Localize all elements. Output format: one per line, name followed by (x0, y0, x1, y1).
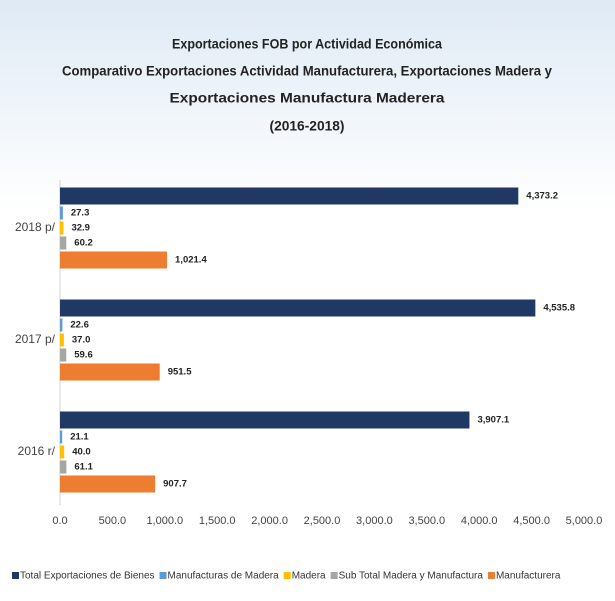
data-label: 32.9 (71, 223, 90, 234)
data-label: 4,373.2 (526, 191, 558, 202)
data-label: 27.3 (71, 208, 90, 219)
x-tick-label: 4,500.0 (513, 515, 550, 527)
y-tick-label: 2018 p/ (15, 220, 56, 234)
data-label: 21.1 (70, 432, 89, 443)
legend-swatch (487, 572, 495, 579)
x-tick-label: 0.0 (52, 515, 67, 527)
bar (60, 460, 67, 474)
chart-title: Exportaciones Manufactura Maderera (170, 90, 445, 106)
y-tick-label: 2017 p/ (15, 332, 56, 346)
legend-swatch (159, 572, 167, 579)
bar (60, 411, 470, 429)
chart-title: Comparativo Exportaciones Actividad Manu… (62, 63, 552, 79)
bar (60, 363, 160, 381)
data-label: 37.0 (72, 335, 91, 346)
legend-label: Sub Total Madera y Manufactura (339, 571, 484, 582)
data-label: 1,021.4 (175, 255, 207, 266)
bar (60, 221, 64, 235)
x-tick-label: 1,000.0 (146, 515, 183, 527)
legend-label: Manufacturas de Madera (168, 571, 280, 582)
bar (60, 318, 63, 332)
bar (60, 236, 67, 250)
y-tick-label: 2016 r/ (18, 444, 56, 458)
x-tick-label: 500.0 (99, 515, 127, 527)
x-tick-label: 3,500.0 (408, 515, 445, 527)
data-label: 951.5 (168, 367, 192, 378)
legend-label: Manufacturera (496, 571, 561, 582)
bar (60, 206, 63, 220)
bar (60, 430, 63, 444)
legend-swatch (283, 572, 291, 579)
bar (60, 475, 156, 493)
bar (60, 299, 536, 317)
data-label: 3,907.1 (477, 415, 509, 426)
data-label: 60.2 (74, 238, 93, 249)
x-tick-label: 5,000.0 (566, 515, 603, 527)
x-tick-label: 1,500.0 (199, 515, 236, 527)
bar (60, 333, 64, 347)
data-label: 907.7 (163, 479, 187, 490)
x-tick-label: 3,000.0 (356, 515, 393, 527)
x-tick-label: 2,000.0 (251, 515, 288, 527)
data-label: 22.6 (70, 320, 89, 331)
legend-label: Total Exportaciones de Bienes (20, 571, 155, 582)
data-label: 40.0 (72, 447, 91, 458)
data-label: 59.6 (74, 350, 93, 361)
bar (60, 187, 519, 205)
bar (60, 251, 168, 269)
chart-title: Exportaciones FOB por Actividad Económic… (172, 36, 442, 52)
legend-label: Madera (292, 571, 326, 582)
legend-swatch (12, 572, 19, 579)
chart-title: (2016-2018) (270, 118, 345, 134)
bar (60, 445, 65, 459)
x-tick-label: 4,000.0 (461, 515, 498, 527)
bar (60, 348, 67, 362)
x-tick-label: 2,500.0 (304, 515, 341, 527)
data-label: 61.1 (74, 462, 93, 473)
legend-swatch (330, 572, 338, 579)
data-label: 4,535.8 (543, 303, 575, 314)
